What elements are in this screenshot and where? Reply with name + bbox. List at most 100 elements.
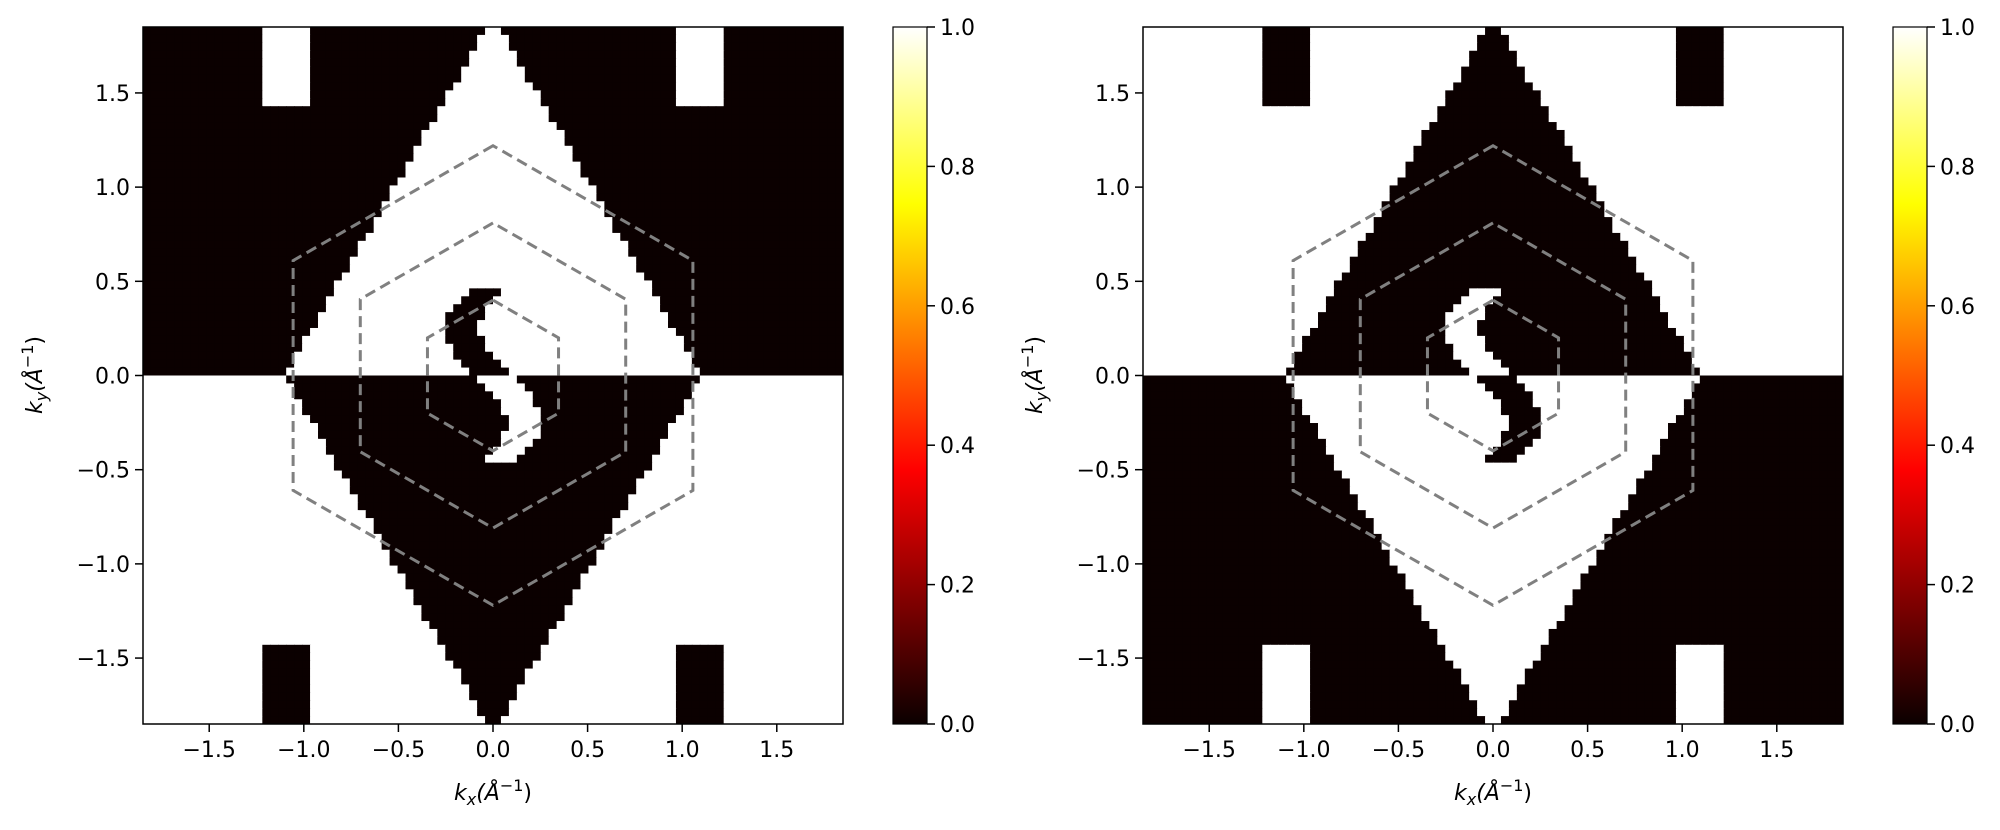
heatmap-cell <box>747 232 757 242</box>
heatmap-cell <box>763 42 772 52</box>
heatmap-cell <box>445 58 454 68</box>
heatmap-cell <box>437 232 446 242</box>
heatmap-cell <box>660 185 669 194</box>
heatmap-cell <box>660 66 669 76</box>
heatmap-cell <box>318 122 327 131</box>
heatmap-cell <box>150 446 160 456</box>
heatmap-cell <box>270 264 279 274</box>
heatmap-cell <box>707 240 717 250</box>
heatmap-cell <box>373 304 383 313</box>
heatmap-cell <box>540 90 550 99</box>
heatmap-cell <box>453 415 462 424</box>
heatmap-cell <box>540 114 550 123</box>
heatmap-cell <box>604 193 613 202</box>
heatmap-cell <box>668 129 677 139</box>
heatmap-cell <box>636 169 645 179</box>
heatmap-cell <box>365 415 375 424</box>
heatmap-cell <box>803 114 812 123</box>
heatmap-cell <box>421 66 430 76</box>
heatmap-cell <box>636 34 645 44</box>
heatmap-cell <box>699 98 709 107</box>
heatmap-cell <box>206 248 216 258</box>
heatmap-cell <box>723 320 733 329</box>
heatmap-cell <box>827 106 836 115</box>
heatmap-cell <box>278 304 287 313</box>
heatmap-cell <box>755 201 765 210</box>
heatmap-cell <box>811 407 820 416</box>
heatmap-cell <box>500 217 510 226</box>
heatmap-cell <box>580 225 590 234</box>
heatmap-cell <box>723 288 733 297</box>
heatmap-cell <box>318 145 327 155</box>
heatmap-cell <box>198 90 208 99</box>
heatmap-cell <box>437 343 446 353</box>
heatmap-cell <box>588 34 597 44</box>
heatmap-cell <box>683 209 693 218</box>
heatmap-cell <box>811 114 820 123</box>
heatmap-cell <box>715 74 725 84</box>
heatmap-cell <box>397 209 407 218</box>
heatmap-cell <box>381 50 391 60</box>
heatmap-cell <box>524 232 534 242</box>
heatmap-cell <box>747 82 757 91</box>
heatmap-cell <box>548 470 558 480</box>
heatmap-cell <box>715 58 725 68</box>
heatmap-cell <box>405 343 415 353</box>
heatmap-cell <box>349 383 359 392</box>
heatmap-cell <box>318 446 327 456</box>
heatmap-cell <box>731 280 741 289</box>
heatmap-cell <box>556 288 566 297</box>
heatmap-cell <box>325 399 335 408</box>
heatmap-cell <box>453 327 462 337</box>
heatmap-cell <box>819 288 828 297</box>
heatmap-cell <box>278 193 287 202</box>
heatmap-cell <box>485 90 494 99</box>
heatmap-cell <box>795 264 804 274</box>
heatmap-cell <box>182 264 192 274</box>
heatmap-cell <box>588 42 597 52</box>
heatmap-cell <box>532 66 542 76</box>
heatmap-cell <box>214 248 224 258</box>
heatmap-cell <box>540 335 550 345</box>
heatmap-cell <box>238 42 247 52</box>
heatmap-cell <box>254 153 263 163</box>
heatmap-cell <box>548 129 558 139</box>
heatmap-cell <box>548 304 558 313</box>
heatmap-cell <box>811 240 820 250</box>
heatmap-cell <box>612 209 621 218</box>
heatmap-cell <box>389 359 399 369</box>
heatmap-cell <box>540 137 550 147</box>
heatmap-cell <box>294 153 303 163</box>
heatmap-cell <box>421 343 430 353</box>
heatmap-cell <box>755 185 765 194</box>
heatmap-cell <box>675 320 685 329</box>
heatmap-cell <box>214 82 224 91</box>
heatmap-cell <box>405 288 415 297</box>
heatmap-cell <box>668 177 677 187</box>
heatmap-cell <box>787 122 796 131</box>
heatmap-cell <box>198 343 208 353</box>
heatmap-cell <box>143 129 152 139</box>
heatmap-cell <box>620 367 629 377</box>
heatmap-cell <box>811 232 820 242</box>
heatmap-cell <box>660 209 669 218</box>
heatmap-cell <box>803 343 812 353</box>
heatmap-cell <box>691 264 701 274</box>
heatmap-cell <box>779 304 788 313</box>
heatmap-cell <box>469 375 478 385</box>
heatmap-cell <box>715 66 725 76</box>
heatmap-cell <box>699 375 709 385</box>
heatmap-cell <box>827 42 836 52</box>
heatmap-cell <box>683 42 693 52</box>
heatmap-cell <box>660 129 669 139</box>
heatmap-cell <box>143 122 152 131</box>
heatmap-cell <box>596 335 605 345</box>
heatmap-cell <box>302 462 311 472</box>
heatmap-cell <box>341 399 351 408</box>
heatmap-cell <box>707 430 717 440</box>
heatmap-cell <box>143 359 152 369</box>
heatmap-cell <box>604 98 613 107</box>
heatmap-cell <box>723 137 733 147</box>
heatmap-cell <box>636 296 645 305</box>
heatmap-cell <box>389 415 399 424</box>
